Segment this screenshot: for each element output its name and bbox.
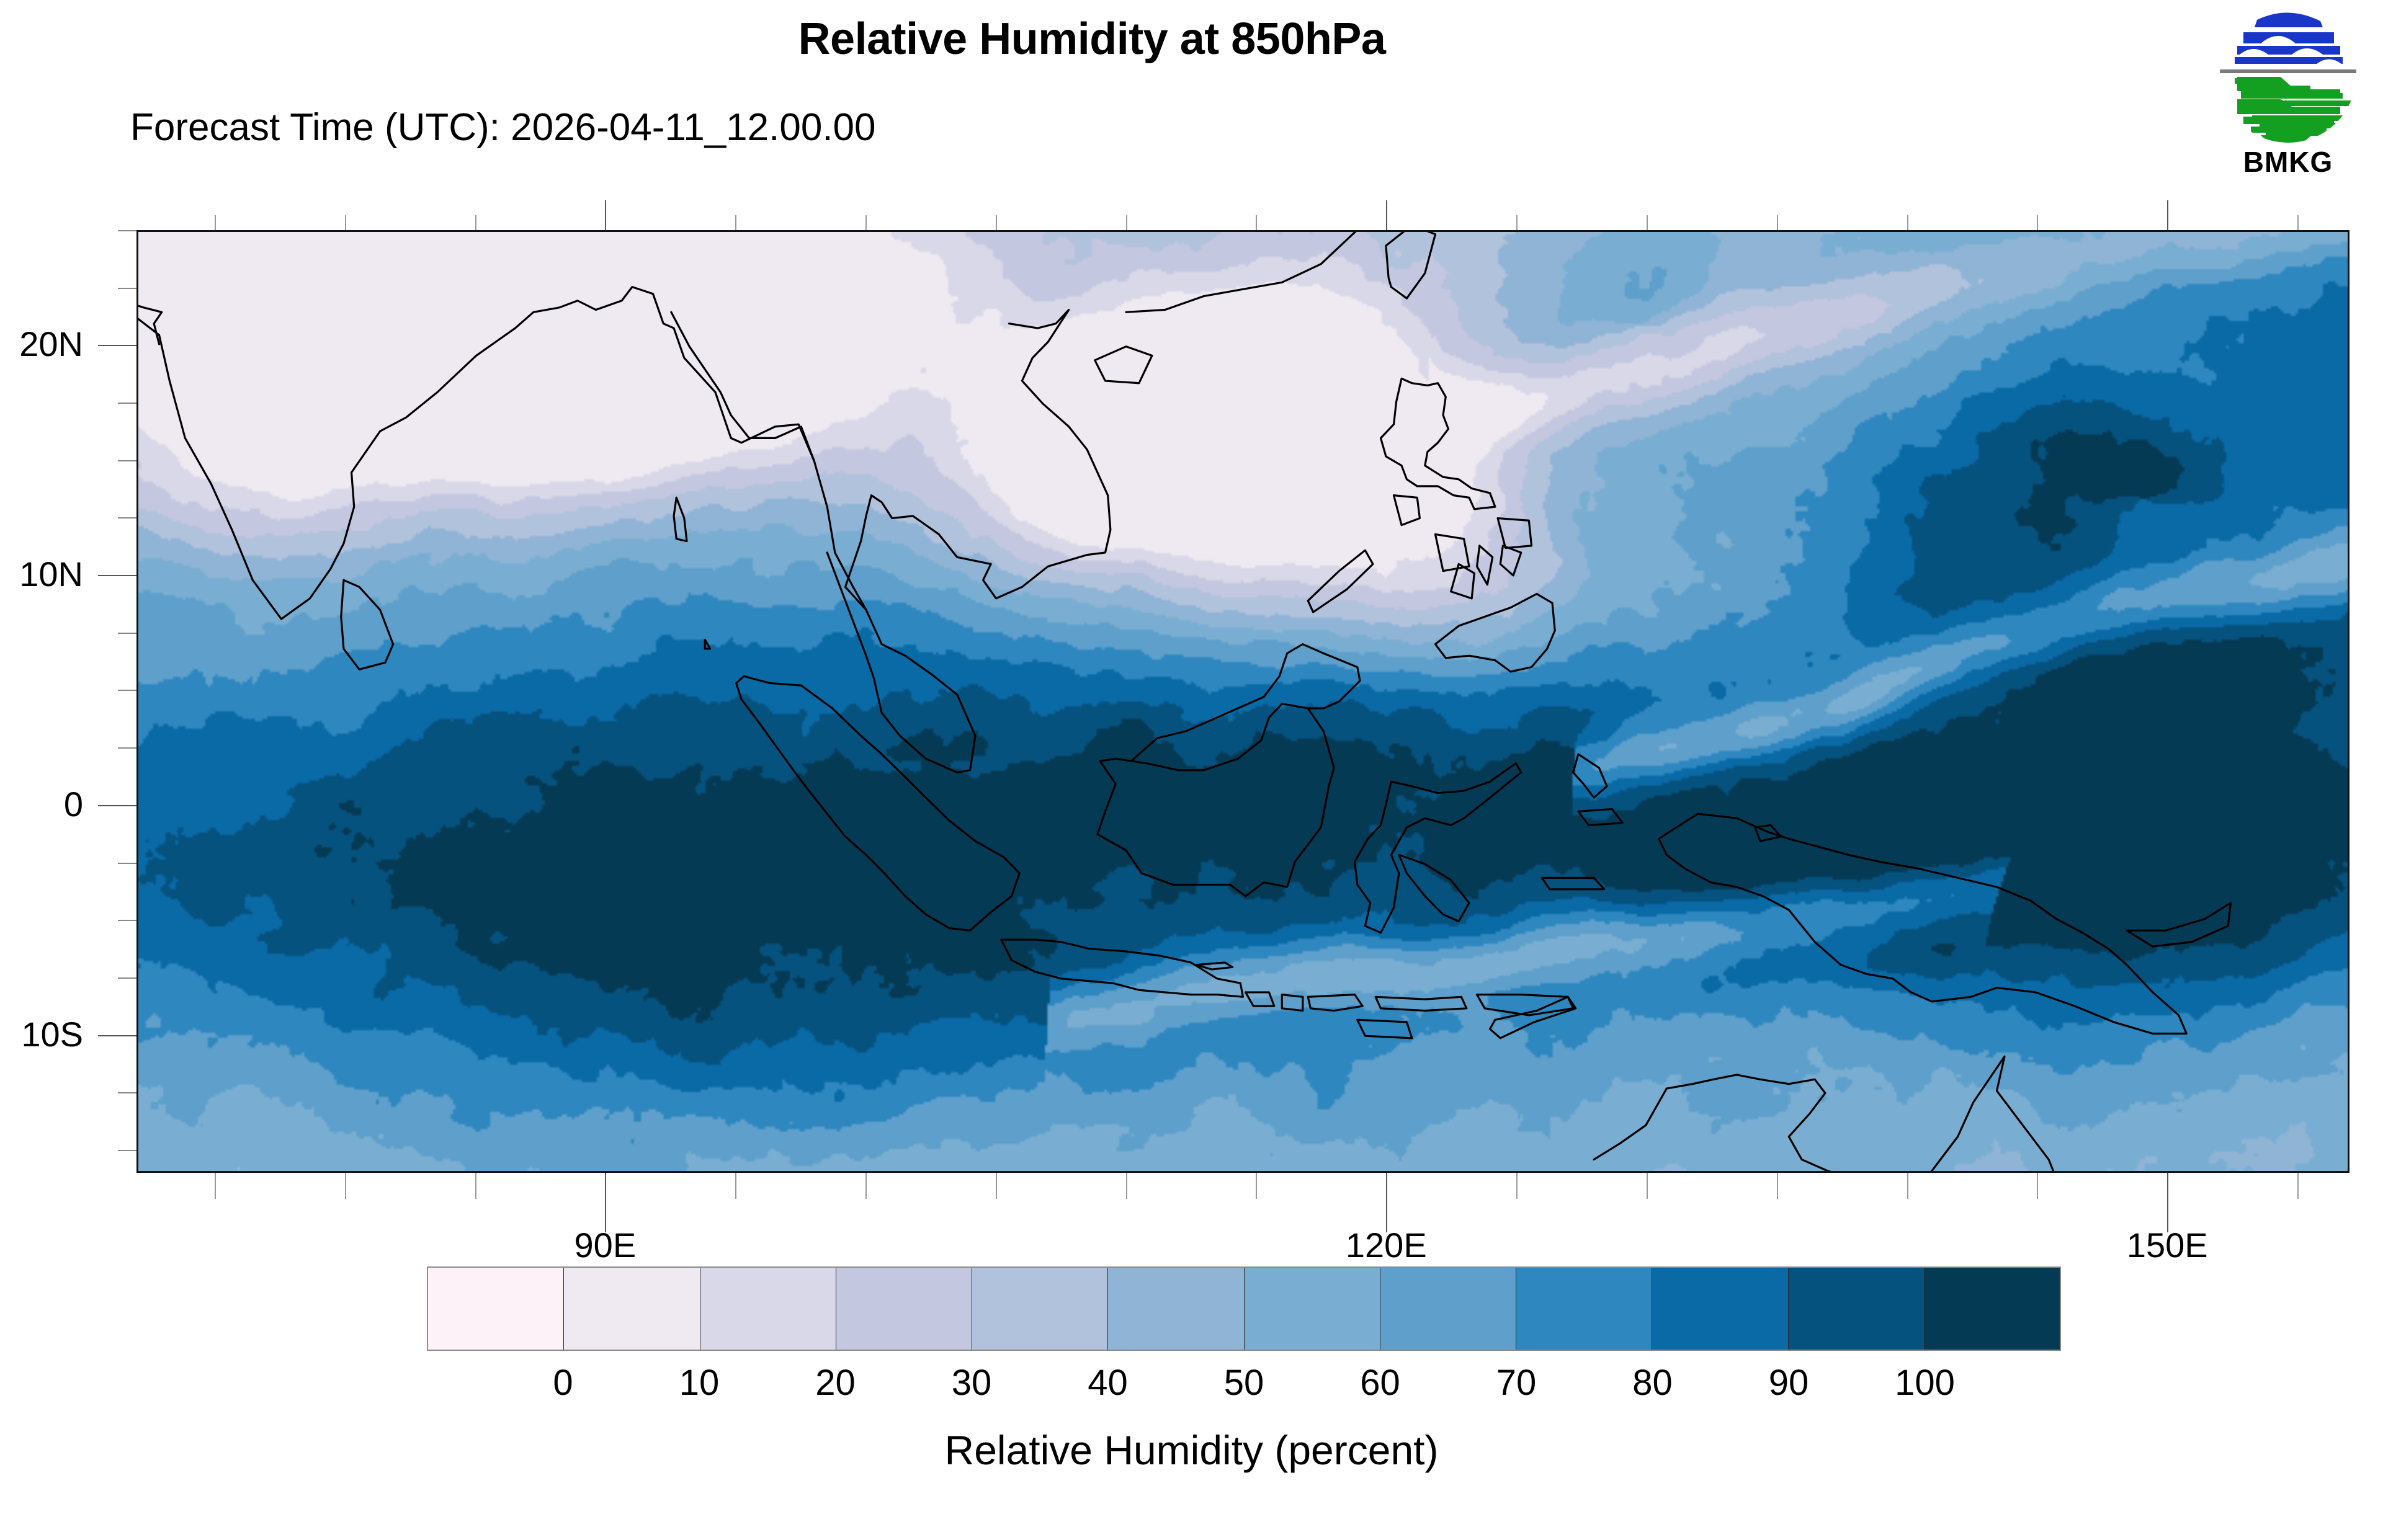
lon-minor-tick-top <box>995 215 997 230</box>
colorbar-tick-label: 60 <box>1360 1363 1400 1403</box>
lon-minor-tick <box>1646 1173 1648 1199</box>
lon-minor-tick-top <box>2037 215 2039 230</box>
lat-minor-tick <box>118 862 136 864</box>
lon-minor-tick <box>2037 1173 2039 1199</box>
colorbar-band-2 <box>700 1268 836 1350</box>
lon-major-tick-top <box>2167 200 2169 230</box>
colorbar-band-9 <box>1652 1268 1789 1350</box>
colorbar-band-8 <box>1516 1268 1653 1350</box>
lon-label: 150E <box>2126 1226 2208 1265</box>
colorbar-band-5 <box>1108 1268 1245 1350</box>
lat-minor-tick <box>118 403 136 404</box>
lon-minor-tick <box>475 1173 476 1199</box>
lat-minor-tick <box>118 632 136 634</box>
lon-minor-tick <box>1125 1173 1127 1199</box>
lon-minor-tick <box>1516 1173 1518 1199</box>
colorbar-band-7 <box>1380 1268 1516 1350</box>
lon-minor-tick-top <box>1646 215 1648 230</box>
lon-minor-tick <box>1256 1173 1258 1199</box>
colorbar-band-3 <box>836 1268 972 1350</box>
lon-minor-tick-top <box>1776 215 1778 230</box>
lon-label: 120E <box>1345 1226 1427 1265</box>
lon-label: 90E <box>574 1226 637 1265</box>
humidity-field <box>138 232 2348 1171</box>
lon-minor-tick-top <box>1907 215 1908 230</box>
lon-minor-tick <box>2297 1173 2299 1199</box>
lon-major-tick <box>2167 1173 2169 1232</box>
lat-major-tick <box>98 1035 136 1036</box>
lat-minor-tick <box>118 1149 136 1151</box>
lon-minor-tick-top <box>475 215 476 230</box>
humidity-map <box>136 230 2349 1173</box>
lon-major-tick-top <box>1386 200 1388 230</box>
colorbar-tick-label: 30 <box>951 1363 992 1403</box>
lon-minor-tick-top <box>1256 215 1258 230</box>
colorbar-tick-label: 10 <box>679 1363 720 1403</box>
lon-minor-tick-top <box>344 215 346 230</box>
lon-minor-tick <box>344 1173 346 1199</box>
colorbar-tick-label: 70 <box>1496 1363 1537 1403</box>
colorbar-band-4 <box>972 1268 1109 1350</box>
lon-minor-tick-top <box>1516 215 1518 230</box>
coastlines <box>138 232 2232 1171</box>
page-title: Relative Humidity at 850hPa <box>798 14 1386 64</box>
lat-label: 10N <box>19 554 83 594</box>
lat-label: 10S <box>21 1014 83 1054</box>
lat-minor-tick <box>118 517 136 519</box>
lat-minor-tick <box>118 690 136 692</box>
lat-minor-tick <box>118 287 136 289</box>
lat-minor-tick <box>118 230 136 231</box>
lon-major-tick-top <box>605 200 607 230</box>
lon-minor-tick <box>214 1173 216 1199</box>
lat-minor-tick <box>118 920 136 922</box>
colorbar-band-1 <box>564 1268 700 1350</box>
bmkg-logo-text: BMKG <box>2243 146 2333 178</box>
lon-major-tick <box>1386 1173 1388 1232</box>
lat-label: 0 <box>63 784 83 824</box>
lon-minor-tick <box>1907 1173 1908 1199</box>
colorbar-band-11 <box>1924 1268 2060 1350</box>
colorbar-tick-label: 20 <box>815 1363 856 1403</box>
lat-major-tick <box>98 804 136 806</box>
bmkg-logo-disc <box>2220 6 2356 143</box>
lat-minor-tick <box>118 747 136 749</box>
lon-minor-tick-top <box>214 215 216 230</box>
colorbar-tick-label: 100 <box>1895 1363 1955 1403</box>
lat-minor-tick <box>118 977 136 979</box>
lat-major-tick <box>98 575 136 577</box>
colorbar <box>427 1266 2061 1351</box>
lon-minor-tick-top <box>2297 215 2299 230</box>
bmkg-logo: BMKG <box>2201 5 2375 197</box>
lon-minor-tick <box>865 1173 867 1199</box>
lon-minor-tick-top <box>865 215 867 230</box>
colorbar-tick-label: 90 <box>1768 1363 1809 1403</box>
colorbar-title: Relative Humidity (percent) <box>944 1427 1439 1473</box>
lon-minor-tick <box>1776 1173 1778 1199</box>
forecast-time: Forecast Time (UTC): 2026-04-11_12.00.00 <box>130 106 876 149</box>
colorbar-tick-label: 50 <box>1223 1363 1264 1403</box>
colorbar-tick-label: 0 <box>553 1363 573 1403</box>
lon-minor-tick-top <box>1125 215 1127 230</box>
colorbar-band-6 <box>1244 1268 1380 1350</box>
lat-minor-tick <box>118 1092 136 1094</box>
colorbar-band-0 <box>428 1268 565 1350</box>
lon-minor-tick <box>995 1173 997 1199</box>
lon-major-tick <box>605 1173 607 1232</box>
lon-minor-tick-top <box>735 215 737 230</box>
lon-minor-tick <box>735 1173 737 1199</box>
colorbar-band-10 <box>1788 1268 1925 1350</box>
colorbar-tick-label: 40 <box>1088 1363 1128 1403</box>
lat-major-tick <box>98 345 136 347</box>
colorbar-tick-label: 80 <box>1632 1363 1673 1403</box>
lat-label: 20N <box>19 324 83 364</box>
lat-minor-tick <box>118 460 136 461</box>
